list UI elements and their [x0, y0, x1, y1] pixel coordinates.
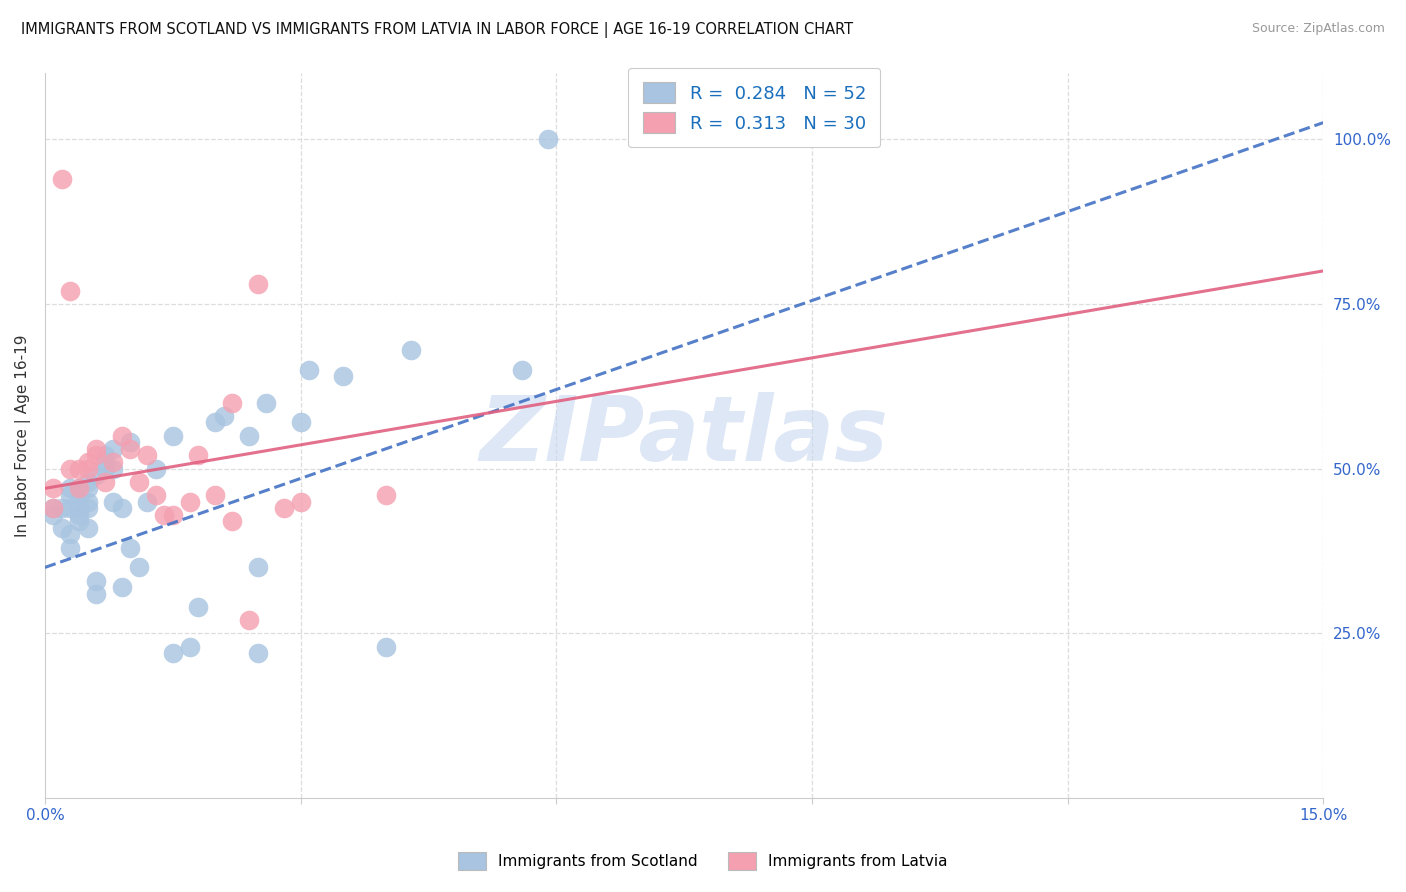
- Point: [179, 494, 201, 508]
- Point: [76, 521, 98, 535]
- Point: [59, 527, 82, 541]
- Point: [76, 455, 98, 469]
- Point: [101, 494, 124, 508]
- Point: [256, 395, 278, 409]
- Point: [298, 363, 321, 377]
- Text: IMMIGRANTS FROM SCOTLAND VS IMMIGRANTS FROM LATVIA IN LABOR FORCE | AGE 16-19 CO: IMMIGRANTS FROM SCOTLAND VS IMMIGRANTS F…: [21, 22, 853, 38]
- Point: [76, 494, 98, 508]
- Point: [204, 488, 226, 502]
- Point: [101, 455, 124, 469]
- Point: [84, 442, 107, 456]
- Point: [51, 501, 73, 516]
- Point: [51, 171, 73, 186]
- Point: [110, 501, 132, 516]
- Point: [128, 475, 150, 489]
- Point: [153, 508, 176, 522]
- Point: [67, 514, 90, 528]
- Point: [67, 501, 90, 516]
- Point: [51, 521, 73, 535]
- Point: [76, 475, 98, 489]
- Point: [59, 481, 82, 495]
- Point: [76, 481, 98, 495]
- Point: [238, 613, 260, 627]
- Point: [84, 574, 107, 588]
- Point: [332, 369, 354, 384]
- Point: [42, 508, 65, 522]
- Point: [136, 494, 159, 508]
- Point: [120, 442, 142, 456]
- Point: [162, 508, 184, 522]
- Point: [110, 428, 132, 442]
- Point: [76, 461, 98, 475]
- Point: [93, 455, 115, 469]
- Point: [93, 475, 115, 489]
- Text: ZIPatlas: ZIPatlas: [479, 392, 889, 480]
- Point: [290, 416, 312, 430]
- Point: [84, 468, 107, 483]
- Point: [42, 501, 65, 516]
- Point: [374, 488, 396, 502]
- Point: [145, 488, 167, 502]
- Point: [374, 640, 396, 654]
- Point: [67, 508, 90, 522]
- Point: [238, 428, 260, 442]
- Point: [84, 449, 107, 463]
- Point: [59, 501, 82, 516]
- Point: [120, 541, 142, 555]
- Point: [187, 599, 209, 614]
- Point: [128, 560, 150, 574]
- Point: [84, 587, 107, 601]
- Point: [179, 640, 201, 654]
- Point: [42, 481, 65, 495]
- Point: [246, 646, 269, 660]
- Legend: Immigrants from Scotland, Immigrants from Latvia: Immigrants from Scotland, Immigrants fro…: [451, 845, 955, 877]
- Legend: R =  0.284   N = 52, R =  0.313   N = 30: R = 0.284 N = 52, R = 0.313 N = 30: [628, 68, 880, 147]
- Point: [162, 428, 184, 442]
- Point: [110, 580, 132, 594]
- Point: [273, 501, 295, 516]
- Point: [401, 343, 423, 357]
- Point: [136, 449, 159, 463]
- Point: [187, 449, 209, 463]
- Point: [145, 461, 167, 475]
- Y-axis label: In Labor Force | Age 16-19: In Labor Force | Age 16-19: [15, 334, 31, 537]
- Point: [246, 277, 269, 291]
- Point: [537, 132, 560, 146]
- Point: [290, 494, 312, 508]
- Text: Source: ZipAtlas.com: Source: ZipAtlas.com: [1251, 22, 1385, 36]
- Point: [221, 395, 243, 409]
- Point: [101, 461, 124, 475]
- Point: [93, 461, 115, 475]
- Point: [221, 514, 243, 528]
- Point: [67, 481, 90, 495]
- Point: [42, 501, 65, 516]
- Point: [162, 646, 184, 660]
- Point: [59, 541, 82, 555]
- Point: [59, 488, 82, 502]
- Point: [212, 409, 235, 423]
- Point: [76, 501, 98, 516]
- Point: [101, 442, 124, 456]
- Point: [59, 284, 82, 298]
- Point: [93, 449, 115, 463]
- Point: [120, 435, 142, 450]
- Point: [204, 416, 226, 430]
- Point: [67, 461, 90, 475]
- Point: [67, 488, 90, 502]
- Point: [59, 461, 82, 475]
- Point: [510, 363, 533, 377]
- Point: [246, 560, 269, 574]
- Point: [67, 481, 90, 495]
